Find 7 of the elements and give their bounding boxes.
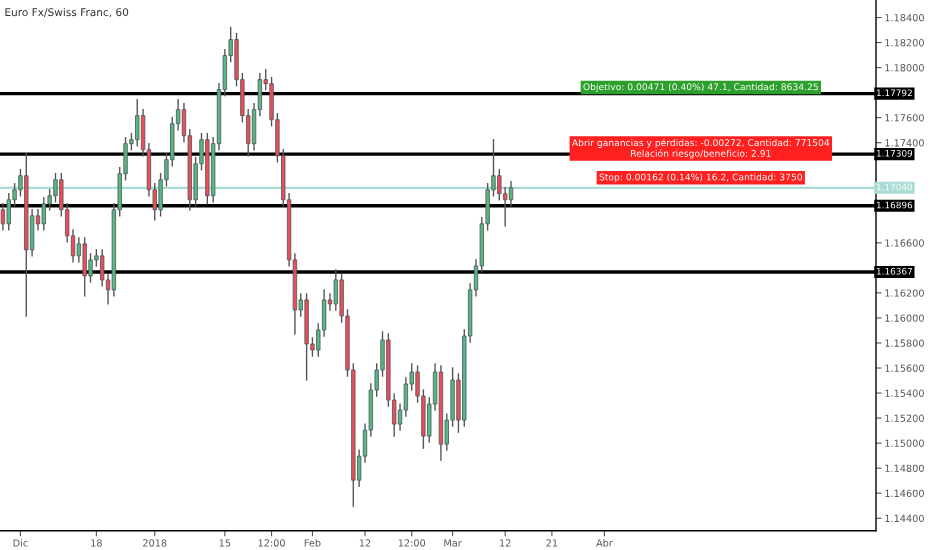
candlestick: [82, 237, 87, 297]
candlestick: [304, 293, 309, 381]
candlestick: [53, 173, 58, 203]
candlestick: [0, 203, 6, 231]
candlestick: [41, 197, 46, 231]
candlestick: [333, 269, 338, 311]
candlestick: [135, 98, 140, 147]
